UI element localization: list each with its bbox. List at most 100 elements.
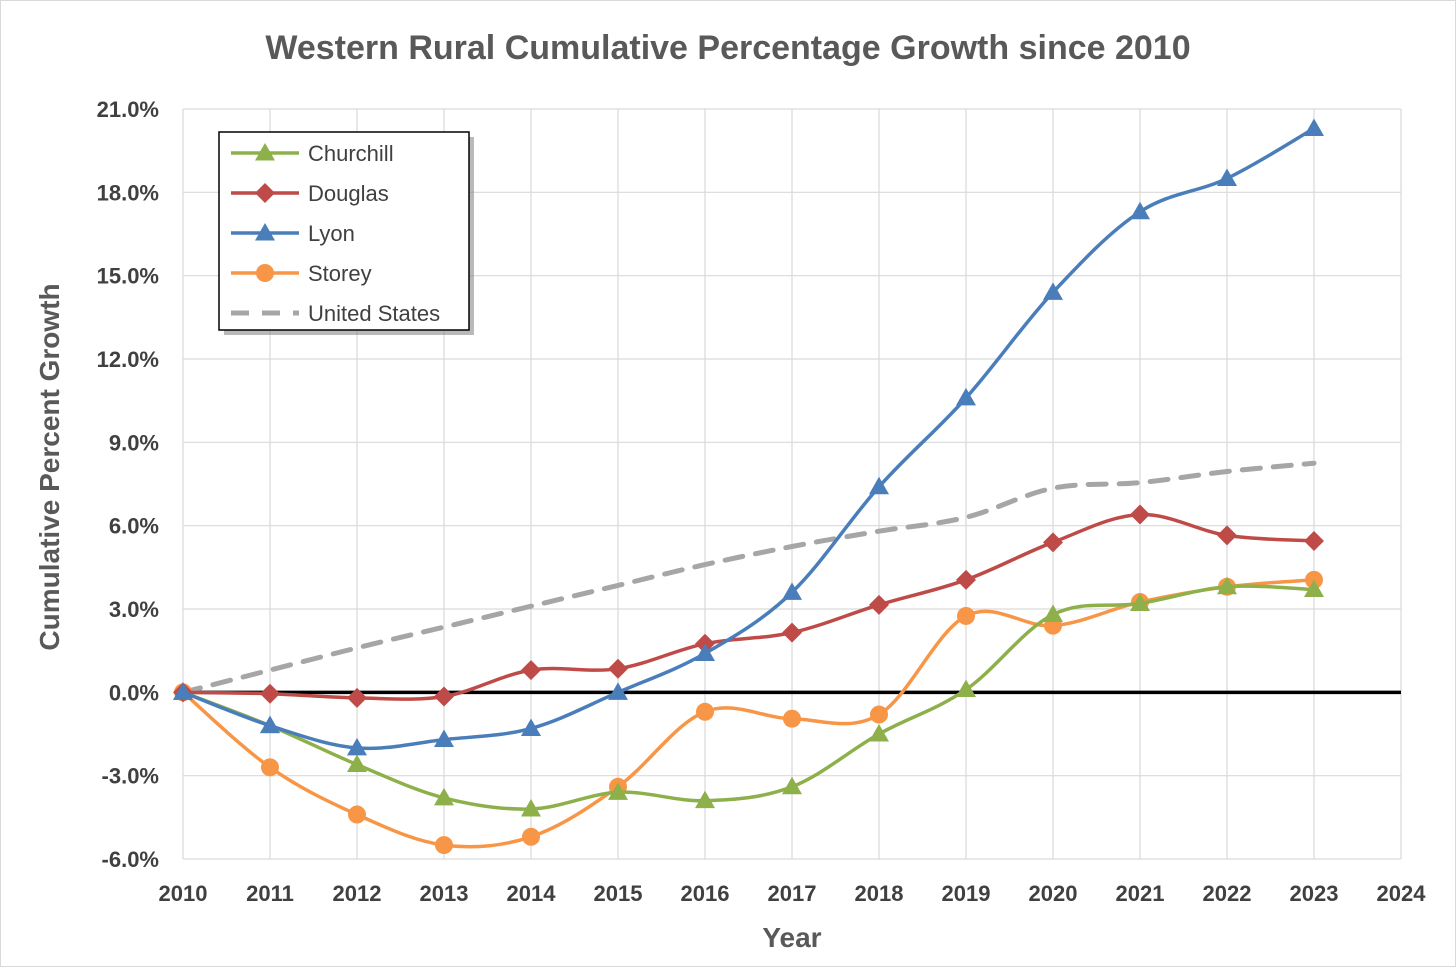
x-tick-label-2018: 2018 [855,881,904,906]
point-churchill-2017 [782,776,802,795]
x-tick-label-2012: 2012 [333,881,382,906]
x-tick-label-2013: 2013 [420,881,469,906]
series-united-states [180,460,1317,695]
y-axis-title: Cumulative Percent Growth [34,283,65,650]
point-lyon-2023 [1304,118,1324,136]
series-lyon [173,118,1324,756]
y-tick-label-3-0: 3.0% [109,597,159,622]
point-churchill-2013 [434,787,454,806]
point-douglas-2021 [1130,504,1150,525]
legend-marker-storey [256,264,274,282]
point-lyon-2012 [347,737,367,756]
legend-item-storey: Storey [231,261,372,286]
point-churchill-2021 [1130,593,1150,611]
point-storey-2011 [261,758,279,777]
y-tick-label-18-0: 18.0% [97,180,159,205]
legend-label-churchill: Churchill [308,141,394,166]
x-tick-label-2024: 2024 [1377,881,1427,906]
point-churchill-2018 [869,724,889,742]
point-douglas-2015 [608,658,628,679]
point-lyon-2018 [869,476,889,495]
point-lyon-2019 [956,387,976,406]
x-tick-label-2019: 2019 [942,881,991,906]
point-churchill-2019 [956,679,976,698]
point-lyon-2014 [521,718,541,736]
point-churchill-2022 [1217,576,1237,595]
point-douglas-2019 [956,569,976,590]
point-lyon-2011 [260,715,280,734]
point-lyon-2021 [1130,201,1150,220]
point-storey-2016 [696,702,714,721]
point-storey-2018 [870,705,888,724]
x-tick-label-2014: 2014 [507,881,557,906]
point-lyon-2010 [173,682,193,700]
legend-label-douglas: Douglas [308,181,389,206]
y-tick-label-6-0: 6.0% [109,514,159,539]
point-douglas-2022 [1217,525,1237,546]
y-tick-label-15-0: 15.0% [97,264,159,289]
legend-marker-churchill [255,143,275,161]
point-douglas-2023 [1304,530,1324,551]
legend-item-douglas: Douglas [231,181,389,206]
point-churchill-2020 [1043,604,1063,623]
point-douglas-2018 [869,594,889,615]
y-tick-label-9-0: 9.0% [109,430,159,455]
point-lyon-2015 [608,682,628,700]
point-churchill-2014 [521,799,541,817]
x-tick-label-2016: 2016 [681,881,730,906]
point-douglas-2012 [347,687,367,708]
point-churchill-2023 [1304,579,1324,598]
x-tick-label-2017: 2017 [768,881,817,906]
point-churchill-2016 [695,790,715,809]
series-line-lyon [181,126,1316,751]
series-churchill [173,576,1324,817]
point-storey-2017 [783,709,801,728]
point-storey-2012 [348,805,366,824]
point-douglas-2011 [260,683,280,704]
gridlines [182,108,1402,860]
legend-marker-douglas [255,183,275,203]
legend-item-churchill: Churchill [231,141,394,166]
x-tick-label-2021: 2021 [1116,881,1165,906]
point-storey-2019 [957,606,975,625]
legend: Churchill Douglas Lyon Storey United States [218,131,474,335]
series-line-storey [181,578,1316,849]
x-tick-label-2015: 2015 [594,881,643,906]
point-lyon-2022 [1217,168,1237,186]
x-tick-label-2022: 2022 [1203,881,1252,906]
point-lyon-2017 [782,582,802,600]
legend-item-lyon: Lyon [231,221,355,246]
point-lyon-2013 [434,729,454,748]
point-douglas-2017 [782,622,802,643]
chart-title: Western Rural Cumulative Percentage Grow… [265,29,1190,67]
legend-item-united-states: United States [231,301,440,326]
y-tick-label-3-0: -3.0% [102,764,159,789]
point-douglas-2013 [434,686,454,707]
x-tick-label-2011: 2011 [246,881,294,906]
point-lyon-2020 [1043,282,1063,300]
y-tick-label-21-0: 21.0% [97,97,159,122]
point-douglas-2014 [521,660,541,681]
point-lyon-2016 [695,643,715,661]
point-storey-2013 [435,836,453,855]
point-churchill-2015 [608,782,628,800]
point-churchill-2012 [347,754,367,773]
x-tick-label-2023: 2023 [1290,881,1339,906]
y-tick-label-12-0: 12.0% [97,347,159,372]
y-tick-label-6-0: -6.0% [102,847,159,872]
legend-marker-lyon [255,223,275,241]
x-tick-label-2020: 2020 [1029,881,1078,906]
legend-label-united-states: United States [308,301,440,326]
series-line-united-states [180,460,1317,695]
legend-label-lyon: Lyon [308,221,355,246]
series-line-churchill [181,584,1316,811]
point-storey-2014 [522,827,540,846]
series-douglas [173,504,1324,708]
axis-ticks: 2010 2011 2012 2013 2014 2015 2016 2017 2018 2019… [97,97,1427,906]
data-series [173,118,1324,855]
series-storey [174,570,1323,855]
point-douglas-2020 [1043,532,1063,553]
x-tick-label-2010: 2010 [159,881,208,906]
